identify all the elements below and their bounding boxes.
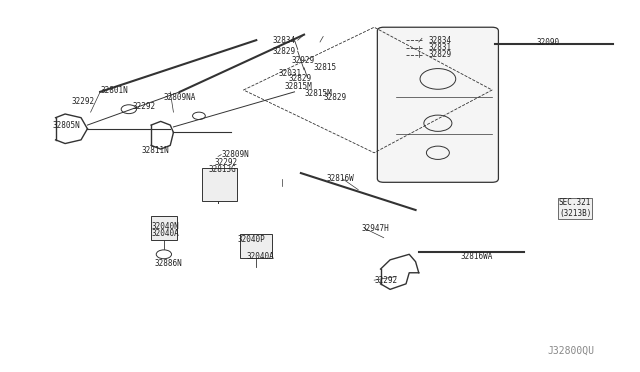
Text: 32292: 32292 — [132, 102, 155, 111]
Text: 32813G: 32813G — [209, 165, 236, 174]
Text: 32816WA: 32816WA — [460, 251, 493, 261]
Text: 32929: 32929 — [291, 56, 314, 65]
Text: 32816W: 32816W — [326, 174, 354, 183]
Text: 32831: 32831 — [428, 43, 451, 52]
Text: 32090: 32090 — [537, 38, 560, 46]
Text: 32040A: 32040A — [246, 251, 275, 261]
Text: 32834: 32834 — [272, 36, 295, 45]
Text: 32815: 32815 — [314, 63, 337, 72]
Text: 32829: 32829 — [272, 47, 295, 56]
Bar — [151, 215, 177, 240]
Bar — [241, 234, 272, 258]
Text: 32829: 32829 — [288, 74, 311, 83]
Text: J32800QU: J32800QU — [547, 346, 594, 356]
Text: 32811N: 32811N — [141, 147, 170, 155]
Text: 32292: 32292 — [215, 157, 238, 167]
Text: 32040P: 32040P — [237, 235, 265, 244]
Text: 32801N: 32801N — [100, 86, 128, 94]
Text: 32809NA: 32809NA — [164, 93, 196, 102]
Text: 32031: 32031 — [278, 69, 301, 78]
Text: 32040A: 32040A — [151, 230, 179, 238]
Text: 32947H: 32947H — [362, 224, 389, 233]
Text: 32834: 32834 — [428, 36, 451, 45]
Text: 32829: 32829 — [323, 93, 346, 102]
Text: 32829: 32829 — [428, 51, 451, 60]
Text: 32815M: 32815M — [304, 89, 332, 98]
FancyBboxPatch shape — [378, 27, 499, 182]
Text: 32040N: 32040N — [151, 222, 179, 231]
Text: 32805N: 32805N — [52, 121, 80, 129]
Bar — [202, 167, 237, 201]
Text: SEC.321
(3213B): SEC.321 (3213B) — [559, 198, 591, 218]
Text: 32292: 32292 — [72, 97, 95, 106]
Text: 32809N: 32809N — [221, 150, 249, 159]
Text: 32292: 32292 — [374, 276, 397, 285]
Text: 32815M: 32815M — [285, 82, 313, 91]
Text: 32886N: 32886N — [154, 259, 182, 268]
